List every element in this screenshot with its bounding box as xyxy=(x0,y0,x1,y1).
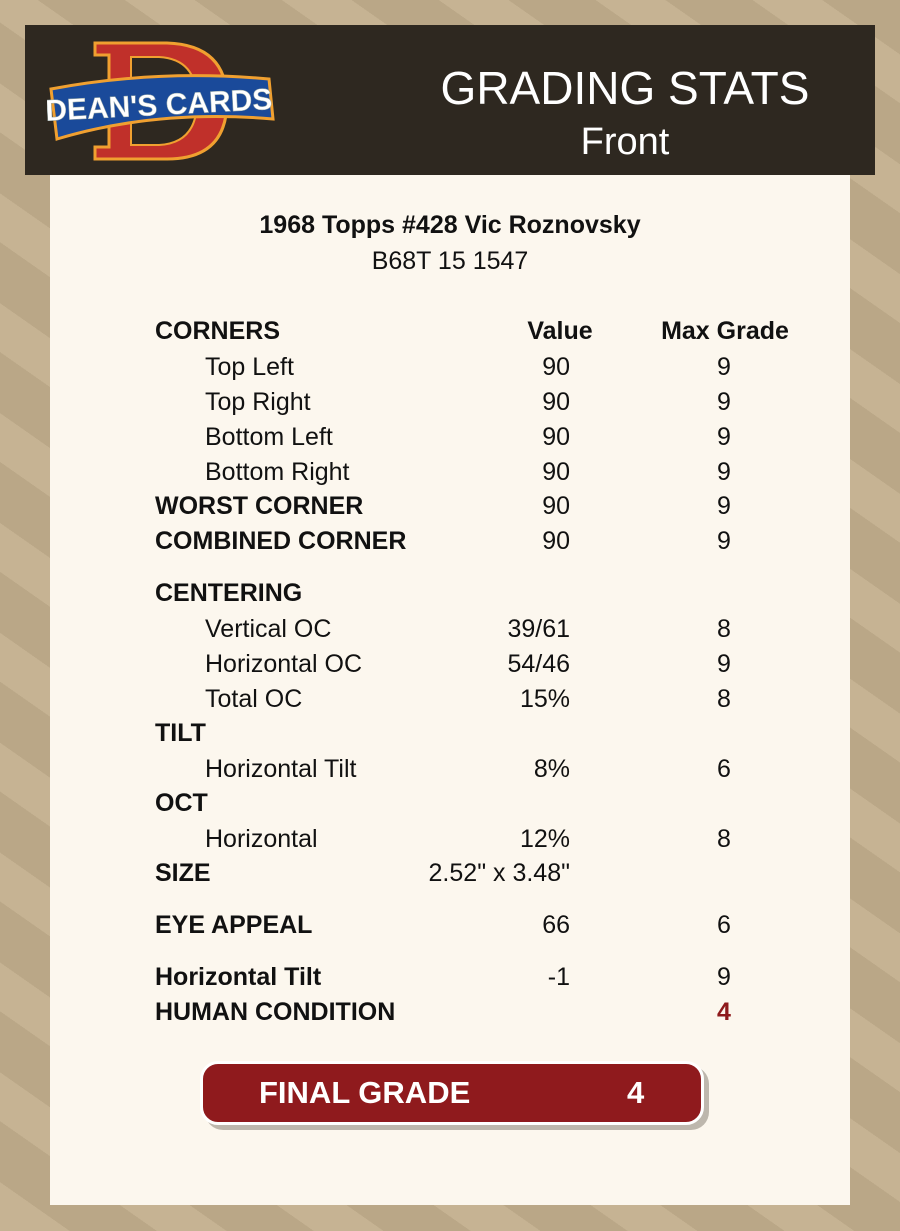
stat-row: OCT xyxy=(50,789,850,823)
final-grade-banner: FINAL GRADE 4 xyxy=(200,1061,704,1125)
row-value: 2.52" x 3.48" xyxy=(428,859,570,887)
row-value: 12% xyxy=(519,825,570,853)
row-label: Bottom Right xyxy=(205,458,350,486)
row-label: Horizontal OC xyxy=(205,650,362,678)
stat-row: Top Right 90 9 xyxy=(50,388,850,422)
row-max-grade: 9 xyxy=(717,963,731,991)
row-max-grade: 9 xyxy=(717,650,731,678)
row-label: OCT xyxy=(155,789,208,817)
row-max-grade: 9 xyxy=(717,492,731,520)
row-label: Top Left xyxy=(205,353,294,381)
row-label: SIZE xyxy=(155,859,211,887)
row-value: 90 xyxy=(542,492,570,520)
row-label: WORST CORNER xyxy=(155,492,364,520)
row-label: Vertical OC xyxy=(205,615,332,643)
stat-row: Horizontal 12% 8 xyxy=(50,825,850,859)
stat-row: Horizontal Tilt -1 9 xyxy=(50,963,850,997)
row-label: Horizontal xyxy=(205,825,318,853)
final-grade-value: 4 xyxy=(627,1075,645,1110)
stat-row: Horizontal OC 54/46 9 xyxy=(50,650,850,684)
stat-row: HUMAN CONDITION 4 xyxy=(50,998,850,1032)
row-max-grade: 9 xyxy=(717,458,731,486)
row-value: 90 xyxy=(542,527,570,555)
column-header-value: Value xyxy=(527,317,593,345)
row-value: -1 xyxy=(547,963,570,991)
row-max-grade: 6 xyxy=(717,911,731,939)
stats-panel: 1968 Topps #428 Vic Roznovsky B68T 15 15… xyxy=(50,175,850,1205)
row-label: CORNERS xyxy=(155,317,281,345)
row-label: Horizontal Tilt xyxy=(205,755,357,783)
stat-row: SIZE 2.52" x 3.48" xyxy=(50,859,850,893)
row-label: Top Right xyxy=(205,388,311,416)
row-max-grade: 9 xyxy=(717,353,731,381)
card-code: B68T 15 1547 xyxy=(371,247,529,275)
stat-row: Total OC 15% 8 xyxy=(50,685,850,719)
row-max-grade: 9 xyxy=(717,527,731,555)
row-max-grade: 8 xyxy=(717,825,731,853)
row-label: Bottom Left xyxy=(205,423,333,451)
row-value: 54/46 xyxy=(507,650,570,678)
row-label: TILT xyxy=(155,719,206,747)
card-title: 1968 Topps #428 Vic Roznovsky xyxy=(259,211,641,239)
stat-row: TILT xyxy=(50,719,850,753)
stat-row-corners: CORNERS Value Max Grade xyxy=(50,317,850,351)
stat-row: Bottom Right 90 9 xyxy=(50,458,850,492)
stat-row: Top Left 90 9 xyxy=(50,353,850,387)
row-label: HUMAN CONDITION xyxy=(155,998,396,1026)
stat-row: COMBINED CORNER 90 9 xyxy=(50,527,850,561)
row-value: 15% xyxy=(519,685,570,713)
row-value: 90 xyxy=(542,388,570,416)
row-value: 8% xyxy=(533,755,570,783)
page-subtitle: Front xyxy=(580,121,670,163)
stat-row: CENTERING xyxy=(50,579,850,613)
row-max-grade: 8 xyxy=(717,685,731,713)
row-value: 90 xyxy=(542,353,570,381)
header: DEAN'S CARDS GRADING STATS Front xyxy=(25,25,875,175)
stat-row: Horizontal Tilt 8% 6 xyxy=(50,755,850,789)
row-value: 90 xyxy=(542,423,570,451)
row-max-grade: 6 xyxy=(717,755,731,783)
row-max-grade: 9 xyxy=(717,423,731,451)
column-header-max-grade: Max Grade xyxy=(661,317,789,345)
row-max-grade: 4 xyxy=(717,998,731,1026)
row-value: 90 xyxy=(542,458,570,486)
deans-cards-logo: DEAN'S CARDS xyxy=(47,41,275,161)
row-label: EYE APPEAL xyxy=(155,911,313,939)
page-title: GRADING STATS xyxy=(440,62,810,114)
row-label: CENTERING xyxy=(155,579,303,607)
stat-row: Bottom Left 90 9 xyxy=(50,423,850,457)
final-grade-label: FINAL GRADE xyxy=(259,1075,471,1110)
row-max-grade: 8 xyxy=(717,615,731,643)
row-label: COMBINED CORNER xyxy=(155,527,407,555)
row-value: 39/61 xyxy=(507,615,570,643)
stat-row: WORST CORNER 90 9 xyxy=(50,492,850,526)
stat-row: Vertical OC 39/61 8 xyxy=(50,615,850,649)
row-label: Total OC xyxy=(205,685,303,713)
row-value: 66 xyxy=(542,911,570,939)
row-label: Horizontal Tilt xyxy=(155,963,322,991)
stat-row: EYE APPEAL 66 6 xyxy=(50,911,850,945)
row-max-grade: 9 xyxy=(717,388,731,416)
